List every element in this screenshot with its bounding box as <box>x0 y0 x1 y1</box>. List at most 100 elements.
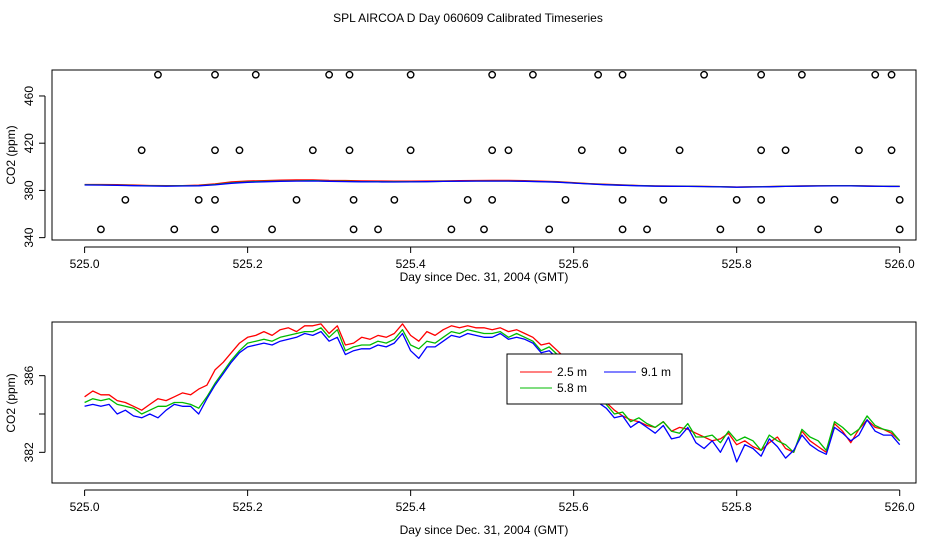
panel-frame <box>51 69 917 241</box>
data-point <box>797 70 806 79</box>
data-point <box>488 70 497 79</box>
data-point <box>170 225 179 234</box>
x-tick-label: 526.0 <box>885 500 915 514</box>
x-tick-label: 525.0 <box>70 500 100 514</box>
data-point <box>700 70 708 79</box>
data-point <box>137 146 146 155</box>
data-point <box>871 70 880 79</box>
data-point <box>463 195 472 204</box>
panel-line: 525.0 525.2 525.4 525.6 525.8 526.0 382 386 Da… <box>4 321 917 537</box>
data-point <box>374 225 382 234</box>
data-point <box>618 146 627 155</box>
panel-frame <box>51 321 917 484</box>
x-tick-label: 525.2 <box>233 257 263 271</box>
x-tick-label: 525.6 <box>559 500 589 514</box>
series-line-9-1-m <box>84 330 901 463</box>
data-point <box>268 225 276 234</box>
data-point <box>325 70 334 79</box>
data-point <box>345 146 354 155</box>
x-tick-label: 525.0 <box>70 257 100 271</box>
data-point <box>97 225 105 234</box>
y-tick-label: 386 <box>22 365 36 385</box>
y-tick-label: 460 <box>22 86 36 106</box>
data-point <box>292 195 301 204</box>
data-point <box>235 146 244 155</box>
data-point <box>675 146 684 155</box>
x-tick-label: 525.8 <box>722 500 752 514</box>
data-point <box>887 70 896 79</box>
y-axis: 340 380 420 460 <box>22 86 46 248</box>
data-point <box>194 195 203 204</box>
data-point <box>618 70 627 79</box>
x-tick-label: 525.2 <box>233 500 263 514</box>
data-point <box>529 70 537 79</box>
data-point <box>504 146 513 155</box>
legend: 2.5 m 5.8 m 9.1 m <box>506 353 683 405</box>
data-point <box>757 225 766 234</box>
x-tick-label: 526.0 <box>885 257 915 271</box>
data-point <box>577 146 586 155</box>
data-point <box>211 146 219 155</box>
data-point <box>121 195 130 204</box>
legend-label-2-5m: 2.5 m <box>557 365 587 379</box>
data-point <box>308 146 317 155</box>
series-line-5-8-m <box>84 327 901 453</box>
x-tick-label: 525.8 <box>722 257 752 271</box>
legend-label-9-1m: 9.1 m <box>641 365 671 379</box>
plot-area <box>84 323 901 463</box>
data-point <box>830 195 839 204</box>
data-point <box>406 146 415 155</box>
data-point <box>251 70 260 79</box>
data-point <box>211 195 219 204</box>
data-point <box>545 225 554 234</box>
x-axis: 525.0 525.2 525.4 525.6 525.8 526.0 <box>70 246 915 271</box>
data-point <box>814 225 823 234</box>
data-point <box>895 195 904 204</box>
series-line <box>84 180 900 188</box>
series-line-2-5-m <box>84 323 901 453</box>
data-point <box>488 195 497 204</box>
data-point <box>211 70 219 79</box>
y-tick-label: 380 <box>22 180 36 200</box>
y-axis-label: CO2 (ppm) <box>4 373 18 432</box>
panel-scatter: 525.0 525.2 525.4 525.6 525.8 526.0 340 380 420… <box>4 69 917 284</box>
data-point <box>757 146 766 155</box>
legend-label-5-8m: 5.8 m <box>557 381 587 395</box>
x-axis-label: Day since Dec. 31, 2004 (GMT) <box>400 270 569 284</box>
data-point <box>154 70 162 79</box>
y-tick-label: 420 <box>22 133 36 153</box>
data-point <box>732 195 741 204</box>
data-point <box>594 70 603 79</box>
plot-area <box>84 70 904 234</box>
data-point <box>406 70 415 79</box>
x-tick-label: 525.4 <box>396 500 426 514</box>
x-axis-label: Day since Dec. 31, 2004 (GMT) <box>400 523 569 537</box>
data-point <box>659 195 668 204</box>
data-point <box>887 146 896 155</box>
y-axis: 382 386 <box>22 365 46 462</box>
data-point <box>561 195 570 204</box>
legend-box <box>506 353 683 405</box>
data-point <box>480 225 488 234</box>
y-tick-label: 382 <box>22 442 36 462</box>
data-point <box>349 195 358 204</box>
data-point <box>716 225 725 234</box>
data-point <box>447 225 456 234</box>
data-point <box>855 146 863 155</box>
figure-title: SPL AIRCOA D Day 060609 Calibrated Times… <box>333 11 603 25</box>
x-axis: 525.0 525.2 525.4 525.6 525.8 526.0 <box>70 489 915 514</box>
data-point <box>345 70 354 79</box>
x-tick-label: 525.6 <box>559 257 589 271</box>
data-point <box>757 70 766 79</box>
data-point <box>895 225 904 234</box>
data-point <box>618 225 627 234</box>
y-tick-label: 340 <box>22 227 36 247</box>
data-point <box>643 225 651 234</box>
y-axis-label: CO2 (ppm) <box>4 125 18 184</box>
data-point <box>488 146 497 155</box>
x-tick-label: 525.4 <box>396 257 426 271</box>
data-point <box>390 195 399 204</box>
data-point <box>211 225 219 234</box>
data-point <box>618 195 627 204</box>
